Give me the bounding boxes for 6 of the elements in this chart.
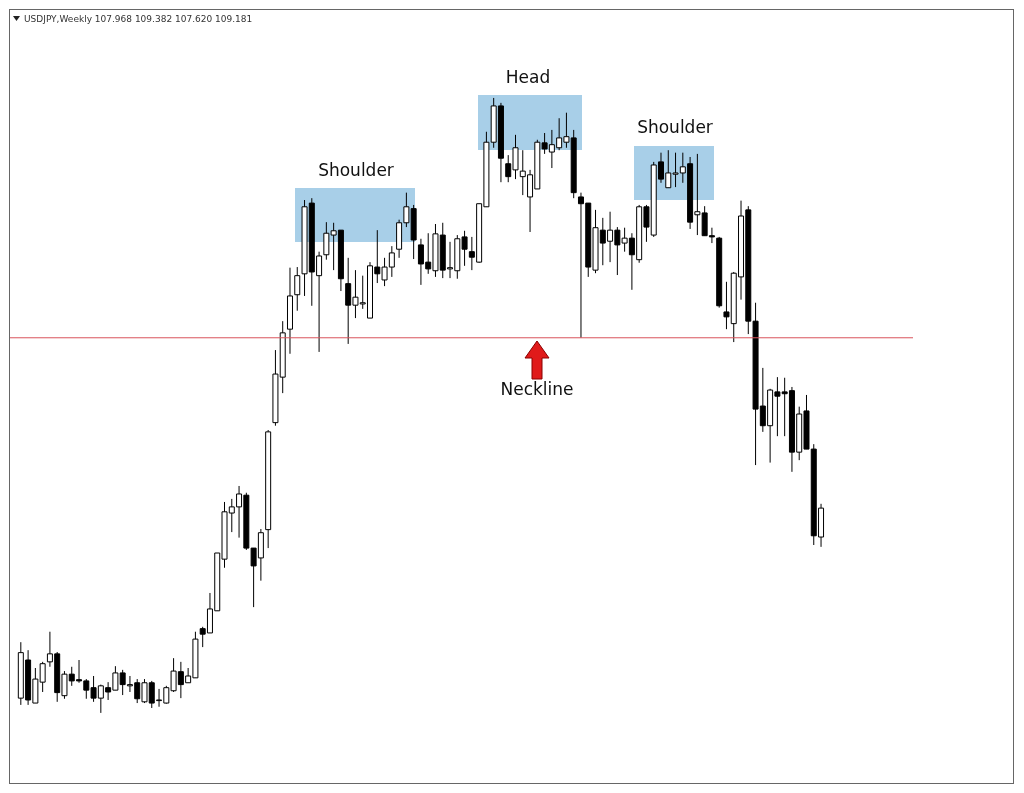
text: Head	[505, 67, 551, 87]
annotation: Shoulder	[318, 160, 394, 180]
candlestick	[294, 266, 301, 312]
annotation: Shoulder	[637, 117, 713, 137]
chart-title: USDJPY,Weekly 107.968 109.382 107.620 109.181	[24, 14, 253, 24]
ref-line-label: Neckline	[500, 378, 574, 399]
